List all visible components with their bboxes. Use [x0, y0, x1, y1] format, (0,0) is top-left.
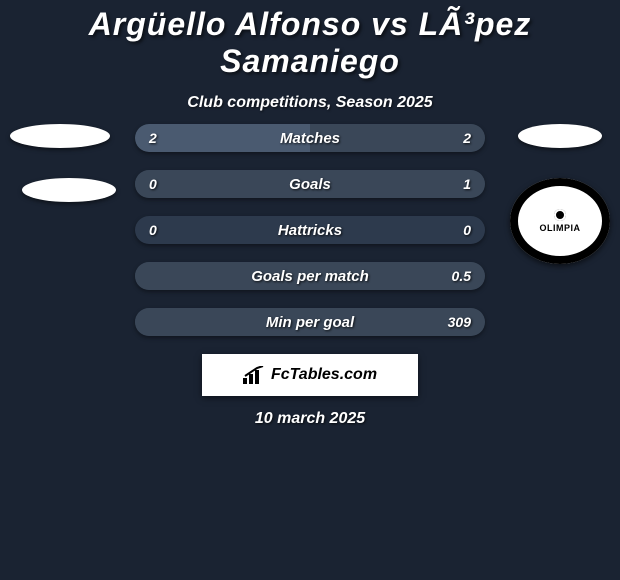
player-b-club-badge: OLIMPIA [510, 178, 610, 264]
player-b-badge-oval [518, 124, 602, 148]
chart-icon [243, 366, 265, 384]
player-a-badge-2 [22, 178, 116, 202]
stats-container: 2Matches20Goals10Hattricks0Goals per mat… [135, 124, 485, 354]
subtitle: Club competitions, Season 2025 [0, 94, 620, 112]
stat-value-right: 2 [463, 124, 471, 152]
stat-value-right: 309 [448, 308, 471, 336]
stat-row: Min per goal309 [135, 308, 485, 336]
stat-label: Matches [135, 124, 485, 152]
stat-label: Hattricks [135, 216, 485, 244]
club-ball-icon [554, 209, 566, 221]
club-name: OLIMPIA [540, 223, 581, 233]
date-text: 10 march 2025 [0, 410, 620, 428]
player-a-badge-1 [10, 124, 110, 148]
stat-row: 0Goals1 [135, 170, 485, 198]
site-brand-text: FcTables.com [271, 366, 377, 384]
stat-row: Goals per match0.5 [135, 262, 485, 290]
stat-label: Min per goal [135, 308, 485, 336]
stat-label: Goals [135, 170, 485, 198]
stat-label: Goals per match [135, 262, 485, 290]
stat-row: 2Matches2 [135, 124, 485, 152]
stat-value-right: 0 [463, 216, 471, 244]
stat-value-right: 0.5 [452, 262, 471, 290]
stat-row: 0Hattricks0 [135, 216, 485, 244]
page-title: Argüello Alfonso vs LÃ³pez Samaniego [0, 0, 620, 80]
site-brand-box: FcTables.com [202, 354, 418, 396]
stat-value-right: 1 [463, 170, 471, 198]
